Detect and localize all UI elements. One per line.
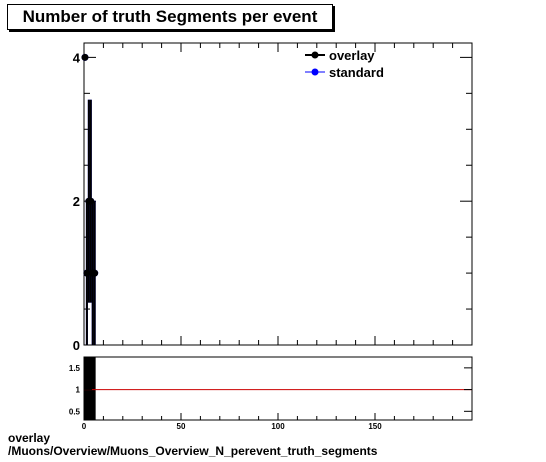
footer: overlay /Muons/Overview/Muons_Overview_N… (8, 432, 377, 458)
ratio-x-tick-label: 50 (177, 422, 186, 431)
ratio-plot: 0.5 1 1.5 0 50 100 150 (69, 356, 473, 431)
ratio-y-tick-label: 0.5 (69, 407, 81, 416)
point-overlay (91, 269, 99, 277)
ratio-y-tick-label: 1 (76, 386, 81, 395)
ratio-x-tick-label: 150 (368, 422, 382, 431)
legend-marker-overlay (311, 51, 319, 59)
ratio-x-tick-label: 0 (82, 422, 87, 431)
ratio-dark-bins (84, 357, 96, 420)
y-tick-label: 2 (73, 194, 80, 209)
main-plot: 0 2 4 overlay standard (73, 42, 473, 353)
legend-marker-standard (311, 68, 319, 76)
chart-title: Number of truth Segments per event (22, 7, 318, 26)
ratio-frame (83, 356, 473, 421)
main-frame (83, 42, 473, 346)
ratio-x-tick-label: 100 (271, 422, 285, 431)
ratio-y-tick-label: 1.5 (69, 364, 81, 373)
y-tick-label: 4 (73, 50, 81, 65)
legend-label-standard: standard (329, 65, 384, 80)
y-tick-label: 0 (73, 338, 80, 353)
legend-label-overlay: overlay (329, 48, 375, 63)
point-overlay (81, 53, 89, 61)
footer-line2: /Muons/Overview/Muons_Overview_N_pereven… (8, 444, 378, 458)
footer-line1: overlay (8, 431, 51, 445)
title-box: Number of truth Segments per event (7, 4, 333, 30)
